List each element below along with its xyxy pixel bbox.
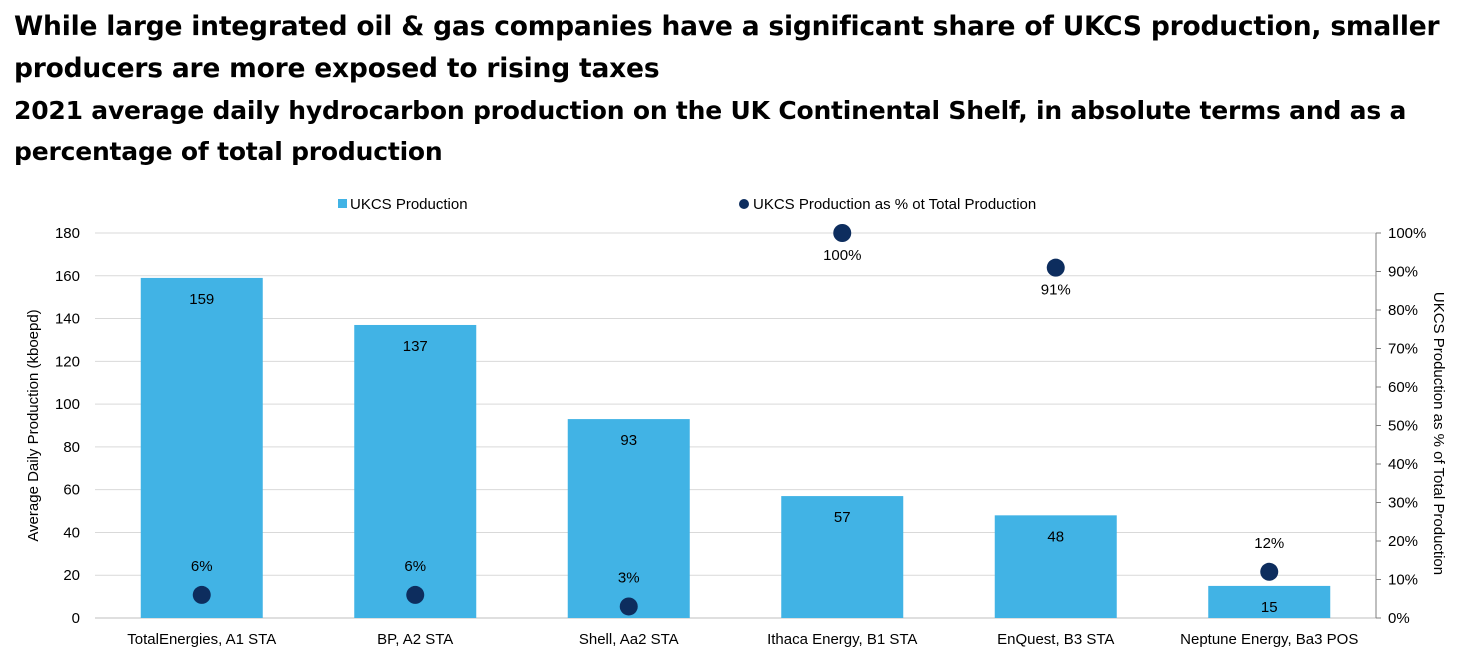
y2-tick-label: 70% — [1388, 341, 1418, 358]
y-tick-label: 40 — [63, 524, 80, 541]
point-data-label: 12% — [1254, 535, 1284, 552]
bar-data-label: 15 — [1261, 599, 1278, 616]
y2-tick-label: 80% — [1388, 302, 1418, 319]
point-data-label: 100% — [823, 247, 861, 264]
legend-label-bar: UKCS Production — [350, 196, 468, 213]
bar-data-label: 159 — [189, 291, 214, 308]
bar — [994, 515, 1117, 618]
y2-tick-label: 40% — [1388, 456, 1418, 473]
point-data-label: 3% — [618, 569, 640, 586]
bar-data-label: 48 — [1047, 528, 1064, 545]
y2-axis-label: UKCS Production as % of Total Production — [1430, 292, 1447, 575]
scatter-point — [833, 224, 852, 242]
chart-subtitle: 2021 average daily hydrocarbon productio… — [14, 96, 1407, 166]
y-tick-label: 120 — [55, 353, 80, 370]
scatter-point — [192, 585, 211, 604]
scatter-point — [1046, 258, 1065, 277]
y-tick-label: 80 — [63, 439, 80, 456]
y2-tick-label: 90% — [1388, 264, 1418, 281]
legend: UKCS Production UKCS Production as % ot T… — [338, 196, 1036, 213]
scatter-point — [1260, 562, 1279, 581]
y-tick-label: 180 — [55, 225, 80, 242]
legend-label-point: UKCS Production as % ot Total Production — [753, 196, 1036, 213]
y2-tick-label: 60% — [1388, 379, 1418, 396]
bar — [781, 496, 904, 618]
bar-data-label: 137 — [403, 338, 428, 355]
legend-swatch-bar — [338, 199, 347, 208]
y2-tick-label: 50% — [1388, 418, 1418, 435]
chart-title: While large integrated oil & gas compani… — [14, 11, 1440, 84]
y-tick-label: 20 — [63, 567, 80, 584]
bar — [354, 324, 477, 618]
x-tick-label: Shell, Aa2 STA — [579, 631, 679, 648]
bar — [1208, 585, 1331, 618]
gridlines — [95, 232, 1376, 576]
x-tick-label: BP, A2 STA — [377, 631, 453, 648]
point-data-label: 6% — [404, 558, 426, 575]
y2-tick-label: 0% — [1388, 610, 1410, 627]
legend-swatch-point — [739, 199, 749, 209]
y2-tick-label: 10% — [1388, 572, 1418, 589]
x-tick-label: Ithaca Energy, B1 STA — [767, 631, 917, 648]
y-tick-label: 140 — [55, 311, 80, 328]
point-data-label: 91% — [1041, 282, 1071, 299]
x-tick-label: EnQuest, B3 STA — [997, 631, 1114, 648]
y-tick-label: 0 — [72, 610, 80, 627]
point-series: 6% 6% 3% 100% 91% 12% — [191, 224, 1284, 616]
bar-data-label: 93 — [620, 432, 637, 449]
axes: 0 20 40 60 80 100 120 140 160 180 0% 10% 20% 30% 40% 50… — [25, 225, 1447, 648]
y2-tick-label: 30% — [1388, 495, 1418, 512]
y-axis-label: Average Daily Production (kboepd) — [25, 309, 42, 541]
scatter-point — [406, 585, 425, 604]
x-tick-label: TotalEnergies, A1 STA — [127, 631, 276, 648]
scatter-point — [619, 597, 638, 616]
y-tick-label: 100 — [55, 396, 80, 413]
bar-data-label: 57 — [834, 509, 851, 526]
y2-tick-label: 20% — [1388, 533, 1418, 550]
bar-series: 159 137 93 57 48 15 — [140, 277, 1331, 618]
y-tick-label: 60 — [63, 482, 80, 499]
y-tick-label: 160 — [55, 268, 80, 285]
bar — [567, 419, 690, 618]
point-data-label: 6% — [191, 558, 213, 575]
y2-tick-label: 100% — [1388, 225, 1426, 242]
bar — [140, 277, 263, 618]
x-tick-label: Neptune Energy, Ba3 POS — [1180, 631, 1358, 648]
